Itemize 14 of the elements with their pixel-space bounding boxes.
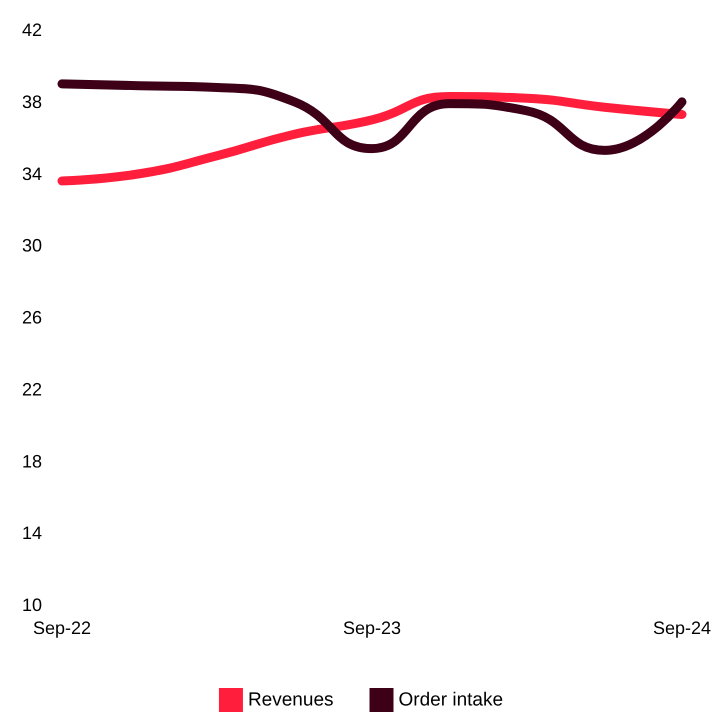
y-tick-label: 14	[22, 523, 42, 544]
y-tick-label: 34	[22, 164, 42, 184]
x-tick-label: Sep-22	[32, 618, 92, 638]
y-tick-label: 18	[22, 451, 42, 472]
y-tick-label: 10	[22, 595, 42, 615]
legend-label: Order intake	[398, 690, 504, 710]
y-tick-label: 22	[22, 379, 42, 400]
y-tick-label: 30	[22, 236, 42, 256]
y-tick-label: 26	[22, 308, 42, 328]
y-tick-label: 38	[22, 92, 42, 112]
x-tick-label: Sep-24	[652, 618, 711, 638]
y-tick-label: 42	[22, 20, 42, 40]
legend-label: Revenues	[248, 690, 334, 710]
x-tick-label: Sep-23	[342, 618, 402, 638]
